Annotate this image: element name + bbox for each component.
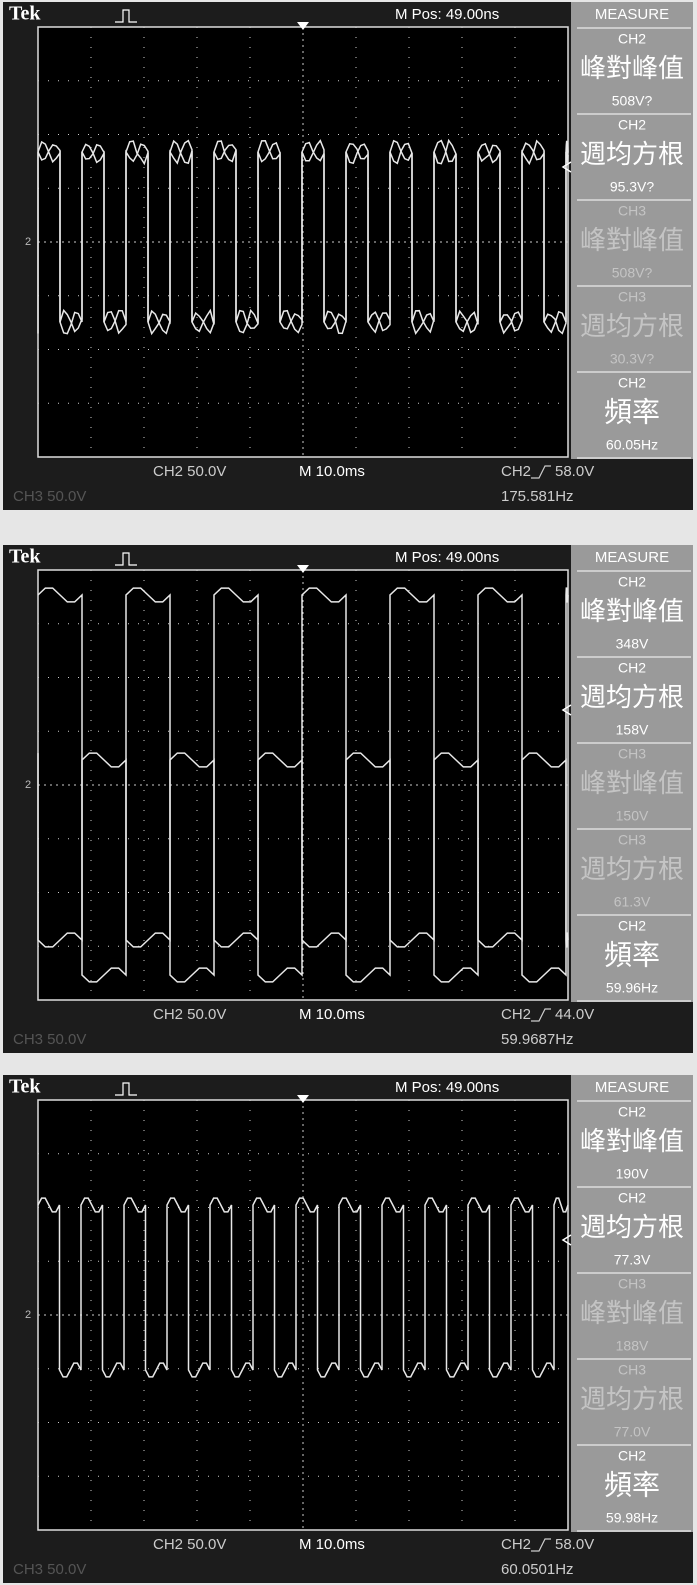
timebase: M 10.0ms	[299, 463, 365, 480]
meas-label: 峰對峰值	[580, 53, 684, 83]
meas-value: 59.96Hz	[606, 980, 658, 996]
ch2-scale: CH2 50.0V	[153, 463, 226, 480]
ch2-marker: 2	[25, 1309, 31, 1321]
meas-label: 週均方根	[580, 854, 684, 884]
meas-label: 頻率	[604, 1469, 660, 1500]
scope-screen: Tek M Pos: 49.00ns MEASURE CH2 峰對峰值 190V CH2 週均…	[3, 1075, 693, 1583]
ch2-marker: 2	[25, 779, 31, 791]
ch2-marker: 2	[25, 236, 31, 248]
meas-label: 峰對峰值	[580, 596, 684, 626]
meas-value: 158V	[616, 722, 649, 738]
ch3-scale: CH3 50.0V	[13, 488, 86, 505]
trigger-frequency: 60.0501Hz	[501, 1561, 574, 1578]
meas-channel: CH2	[618, 117, 646, 133]
meas-value: 508V?	[612, 93, 653, 109]
position: M Pos: 49.00ns	[395, 6, 499, 23]
meas-channel: CH3	[618, 832, 646, 848]
page: Tek M Pos: 49.00ns MEASURE CH2 峰對峰值 508V? CH2 週…	[0, 0, 697, 1585]
trigger-frequency: 175.581Hz	[501, 488, 574, 505]
meas-label: 峰對峰值	[580, 1298, 684, 1328]
scope-screen: Tek M Pos: 49.00ns MEASURE CH2 峰對峰值 508V? CH2 週…	[3, 2, 693, 510]
meas-channel: CH3	[618, 1276, 646, 1292]
meas-channel: CH3	[618, 746, 646, 762]
ch2-scale: CH2 50.0V	[153, 1006, 226, 1023]
meas-value: 95.3V?	[610, 179, 655, 195]
meas-label: 峰對峰值	[580, 225, 684, 255]
meas-label: 週均方根	[580, 139, 684, 169]
timebase: M 10.0ms	[299, 1006, 365, 1023]
trigger-frequency: 59.9687Hz	[501, 1031, 574, 1048]
brand: Tek	[9, 3, 41, 25]
trigger-source: CH2	[501, 1536, 531, 1553]
meas-channel: CH2	[618, 574, 646, 590]
scope-screen: Tek M Pos: 49.00ns MEASURE CH2 峰對峰值 348V CH2 週均…	[3, 545, 693, 1053]
meas-channel: CH3	[618, 1362, 646, 1378]
meas-value: 77.3V	[614, 1252, 651, 1268]
meas-label: 週均方根	[580, 311, 684, 341]
meas-value: 30.3V?	[610, 351, 655, 367]
meas-value: 188V	[616, 1338, 649, 1354]
timebase: M 10.0ms	[299, 1536, 365, 1553]
meas-value: 77.0V	[614, 1424, 651, 1440]
brand: Tek	[9, 1076, 41, 1098]
meas-value: 59.98Hz	[606, 1510, 658, 1526]
meas-value: 190V	[616, 1166, 649, 1182]
meas-label: 頻率	[604, 939, 660, 970]
meas-value: 348V	[616, 636, 649, 652]
ch3-scale: CH3 50.0V	[13, 1561, 86, 1578]
meas-label: 週均方根	[580, 1384, 684, 1414]
menu-title: MEASURE	[595, 6, 669, 23]
meas-value: 60.05Hz	[606, 437, 658, 453]
meas-channel: CH2	[618, 1448, 646, 1464]
meas-channel: CH2	[618, 1190, 646, 1206]
position: M Pos: 49.00ns	[395, 1079, 499, 1096]
meas-label: 週均方根	[580, 1212, 684, 1242]
trigger-source: CH2	[501, 1006, 531, 1023]
meas-label: 頻率	[604, 396, 660, 427]
meas-value: 508V?	[612, 265, 653, 281]
meas-label: 峰對峰值	[580, 1126, 684, 1156]
meas-channel: CH2	[618, 660, 646, 676]
trigger-source: CH2	[501, 463, 531, 480]
meas-channel: CH2	[618, 1104, 646, 1120]
meas-channel: CH3	[618, 203, 646, 219]
meas-value: 150V	[616, 808, 649, 824]
meas-channel: CH2	[618, 31, 646, 47]
meas-label: 週均方根	[580, 682, 684, 712]
meas-channel: CH2	[618, 918, 646, 934]
meas-value: 61.3V	[614, 894, 651, 910]
meas-label: 峰對峰值	[580, 768, 684, 798]
meas-channel: CH3	[618, 289, 646, 305]
position: M Pos: 49.00ns	[395, 549, 499, 566]
meas-channel: CH2	[618, 375, 646, 391]
menu-title: MEASURE	[595, 549, 669, 566]
trigger-level: 44.0V	[555, 1006, 594, 1023]
ch3-scale: CH3 50.0V	[13, 1031, 86, 1048]
menu-title: MEASURE	[595, 1079, 669, 1096]
ch2-scale: CH2 50.0V	[153, 1536, 226, 1553]
trigger-level: 58.0V	[555, 1536, 594, 1553]
brand: Tek	[9, 546, 41, 568]
trigger-level: 58.0V	[555, 463, 594, 480]
